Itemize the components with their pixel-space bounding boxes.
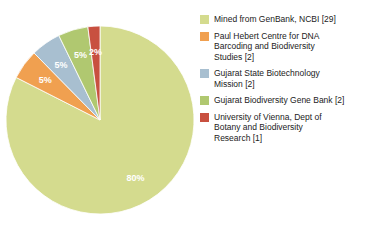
- legend-swatch: [200, 32, 209, 41]
- legend-swatch: [200, 15, 209, 24]
- data-label: 5%: [39, 75, 52, 85]
- data-label: 5%: [54, 60, 67, 70]
- data-label: 80%: [126, 173, 144, 183]
- data-label: 2%: [89, 47, 102, 57]
- pie-area: 80%5%5%5%2%: [0, 0, 200, 240]
- legend-item: Mined from GenBank, NCBI [29]: [200, 14, 376, 25]
- legend-label: Gujarat State Biotechnology Mission [2]: [214, 68, 320, 89]
- legend-swatch: [200, 69, 209, 78]
- pie-slice: [59, 27, 100, 120]
- legend-item: Gujarat Biodiversity Gene Bank [2]: [200, 95, 376, 106]
- data-label: 5%: [74, 50, 87, 60]
- legend-item: Gujarat State Biotechnology Mission [2]: [200, 68, 376, 89]
- pie-slice: [6, 26, 194, 214]
- legend-item: University of Vienna, Dept of Botany and…: [200, 112, 376, 144]
- chart: 80%5%5%5%2% Mined from GenBank, NCBI [29…: [0, 0, 380, 240]
- legend-label: University of Vienna, Dept of Botany and…: [214, 112, 322, 144]
- legend-label: Mined from GenBank, NCBI [29]: [214, 14, 336, 25]
- legend-swatch: [200, 113, 209, 122]
- legend-item: Paul Hebert Centre for DNA Barcoding and…: [200, 31, 376, 63]
- legend-label: Paul Hebert Centre for DNA Barcoding and…: [214, 31, 319, 63]
- pie-slice: [88, 26, 100, 120]
- legend-label: Gujarat Biodiversity Gene Bank [2]: [214, 95, 344, 106]
- legend-swatch: [200, 96, 209, 105]
- data-labels: 80%5%5%5%2%: [39, 47, 145, 182]
- legend: Mined from GenBank, NCBI [29] Paul Hebert…: [200, 14, 376, 149]
- wedges: [6, 26, 194, 214]
